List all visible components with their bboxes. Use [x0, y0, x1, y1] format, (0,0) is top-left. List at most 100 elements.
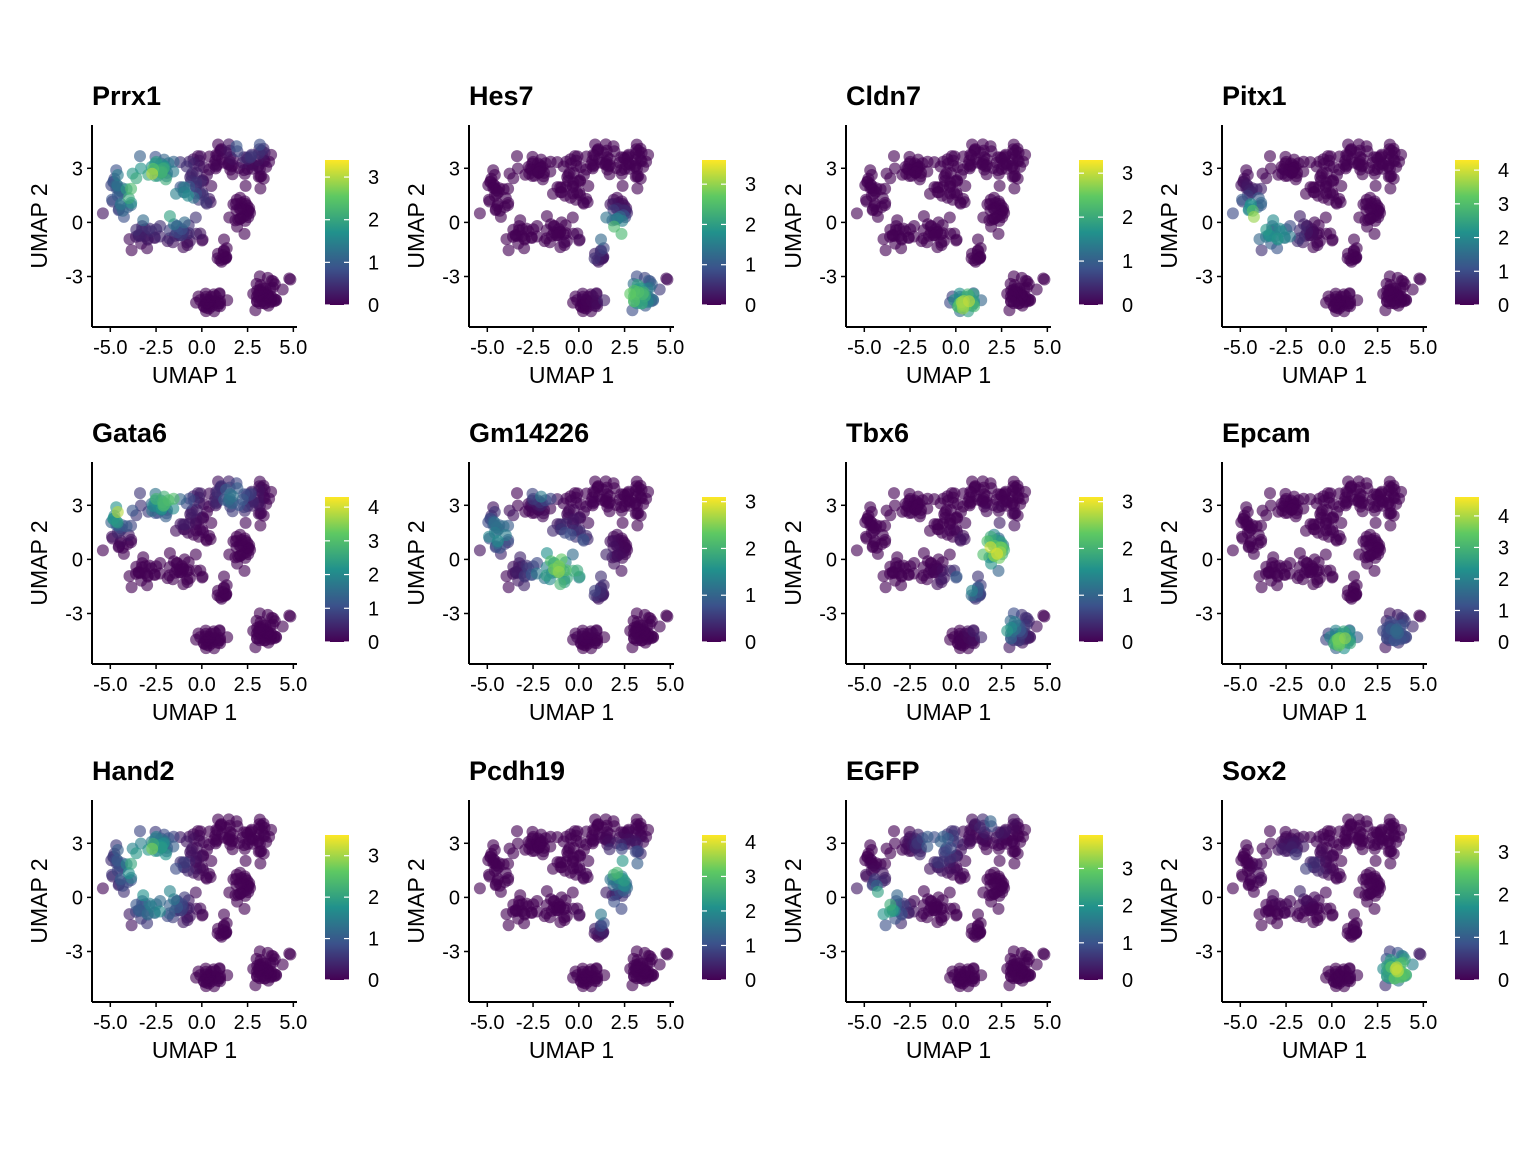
cell-point: [600, 548, 613, 561]
cell-point: [245, 150, 257, 163]
cell-point: [1339, 632, 1351, 645]
cell-point: [913, 848, 926, 861]
colorbar-tick-label: 2: [745, 901, 756, 923]
x-tick-label: 2.5: [988, 337, 1016, 359]
colorbar-tick-label: 3: [1122, 492, 1133, 514]
cell-point: [615, 227, 628, 240]
cell-point: [588, 252, 601, 265]
colorbar: [702, 497, 726, 642]
cell-point: [492, 535, 504, 547]
cell-point: [1368, 564, 1381, 577]
cell-point: [1300, 862, 1312, 875]
cell-point: [992, 167, 1005, 180]
x-tick-label: 2.5: [1364, 337, 1392, 359]
cell-point: [577, 533, 590, 546]
y-tick-label: -3: [65, 604, 83, 626]
cell-point: [1293, 210, 1306, 223]
cell-point: [1241, 844, 1254, 856]
cell-point: [985, 220, 998, 233]
cell-point: [134, 150, 146, 163]
x-axis-label: UMAP 1: [529, 362, 614, 388]
cell-point: [1037, 272, 1050, 285]
cell-point: [879, 244, 892, 257]
x-tick-label: 0.0: [1318, 337, 1346, 359]
cell-point: [888, 150, 900, 163]
x-tick-label: -5.0: [93, 1012, 127, 1034]
cell-point: [130, 847, 143, 860]
cell-point: [1356, 505, 1369, 518]
colorbar-tick-label: 1: [368, 598, 379, 620]
cell-point: [137, 889, 150, 902]
colorbar-tick-label: 2: [745, 214, 756, 236]
colorbar-tick-label: 3: [745, 174, 756, 196]
colorbar-tick-label: 3: [745, 492, 756, 514]
cell-point: [253, 270, 266, 283]
colorbar-tick-label: 4: [368, 497, 379, 519]
cell-point: [502, 871, 515, 884]
cell-point: [959, 180, 972, 192]
cell-point: [630, 945, 643, 958]
cell-point: [1308, 891, 1321, 904]
y-tick-label: 3: [72, 495, 83, 517]
cell-point: [963, 295, 975, 308]
cell-point: [253, 945, 266, 958]
colorbar: [702, 160, 726, 305]
cell-point: [137, 214, 150, 227]
cell-point: [993, 516, 1006, 529]
colorbar: [325, 835, 349, 980]
x-tick-label: 2.5: [611, 337, 639, 359]
cell-point: [170, 862, 182, 875]
cell-point: [590, 963, 603, 975]
x-axis-label: UMAP 1: [906, 1037, 991, 1063]
cell-point: [958, 533, 971, 546]
cell-point: [1255, 857, 1268, 870]
cell-point: [1384, 519, 1397, 532]
cell-point: [1369, 516, 1382, 529]
cell-point: [957, 825, 970, 838]
cell-point: [502, 857, 515, 870]
colorbar: [1079, 497, 1103, 642]
cell-point: [895, 242, 908, 255]
cell-point: [991, 547, 1004, 560]
y-axis-label: UMAP 2: [780, 858, 806, 943]
cell-point: [582, 517, 595, 529]
cell-point: [1255, 536, 1267, 549]
y-tick-label: -3: [442, 267, 460, 289]
cell-point: [931, 241, 944, 254]
cell-point: [1001, 287, 1014, 300]
x-tick-label: -5.0: [93, 337, 127, 359]
cell-point: [1356, 168, 1369, 181]
x-tick-label: 0.0: [942, 674, 970, 696]
cell-point: [586, 162, 599, 175]
y-tick-label: -3: [1195, 267, 1213, 289]
cell-point: [254, 519, 267, 532]
cell-point: [1377, 287, 1390, 300]
cell-point: [860, 868, 872, 881]
feature-panel: Cldn7 -5.0 -2.5 0.0 2.5 5.0 3 0 -3 UMAP 1 UMAP 2 0 1…: [780, 81, 1133, 388]
x-tick-label: 0.0: [188, 1012, 216, 1034]
cell-point: [227, 873, 240, 886]
cell-point: [1319, 211, 1332, 224]
x-tick-label: -5.0: [93, 674, 127, 696]
colorbar-tick-label: 3: [1122, 858, 1133, 880]
cell-point: [993, 179, 1006, 192]
cell-point: [134, 825, 146, 838]
cell-point: [137, 551, 150, 564]
cell-point: [1236, 193, 1248, 206]
panel-title: Prrx1: [92, 81, 161, 111]
cell-point: [143, 897, 156, 910]
cell-point: [1382, 170, 1395, 183]
cell-point: [566, 548, 579, 561]
cell-point: [908, 557, 921, 569]
cell-point: [944, 842, 957, 854]
x-tick-label: 0.0: [942, 337, 970, 359]
cell-point: [1008, 857, 1021, 870]
cell-point: [629, 845, 642, 858]
x-tick-label: -5.0: [847, 337, 881, 359]
cell-point: [111, 506, 124, 518]
cell-point: [615, 167, 628, 180]
x-tick-label: 0.0: [565, 337, 593, 359]
cell-point: [111, 854, 124, 867]
x-tick-label: 5.0: [279, 674, 307, 696]
cell-point: [879, 533, 892, 546]
